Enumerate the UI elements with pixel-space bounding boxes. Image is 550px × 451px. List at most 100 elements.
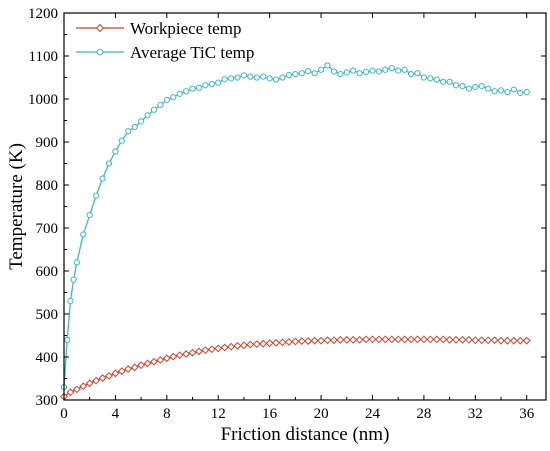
data-point-0-24: [214, 344, 223, 353]
data-point-1-30: [240, 72, 248, 79]
data-point-1-57: [414, 70, 421, 77]
data-point-0-7: [105, 372, 113, 380]
x-tick-label-3: 12: [211, 406, 226, 422]
x-tick-label-5: 20: [314, 406, 329, 422]
x-tick-label-9: 36: [519, 406, 535, 422]
data-point-0-22: [201, 346, 210, 355]
data-point-0-28: [240, 341, 248, 350]
data-point-0-31: [259, 339, 268, 348]
data-point-0-46: [355, 335, 364, 344]
data-point-0-61: [452, 335, 460, 344]
data-point-0-4: [85, 379, 94, 388]
data-point-0-36: [291, 337, 300, 346]
legend: Workpiece temp Average TiC temp: [76, 19, 254, 62]
data-point-0-33: [272, 338, 280, 347]
data-point-1-46: [343, 69, 350, 76]
data-point-0-21: [195, 347, 203, 356]
data-point-0-58: [432, 335, 441, 344]
data-point-0-69: [503, 336, 512, 345]
data-point-0-54: [407, 335, 415, 344]
data-point-1-16: [150, 106, 158, 113]
data-point-1-11: [118, 137, 125, 144]
data-point-1-69: [491, 88, 498, 95]
data-point-1-73: [517, 89, 524, 97]
data-point-0-12: [137, 361, 146, 370]
data-point-0-70: [509, 336, 518, 345]
data-point-1-10: [112, 148, 119, 155]
data-point-0-18: [175, 351, 184, 360]
data-point-1-28: [227, 75, 235, 82]
x-tick-label-0: 0: [60, 406, 68, 422]
y-tick-label-4: 700: [36, 221, 59, 237]
data-point-0-65: [477, 336, 486, 345]
data-point-1-43: [324, 62, 331, 69]
data-point-1-55: [401, 66, 408, 73]
data-point-0-49: [374, 335, 383, 344]
data-point-0-41: [323, 336, 332, 345]
y-tick-label-7: 1000: [28, 92, 58, 108]
data-point-1-33: [260, 73, 267, 80]
data-point-1-31: [247, 73, 254, 80]
data-point-0-35: [285, 338, 293, 346]
data-point-0-52: [394, 335, 403, 344]
data-point-1-5: [80, 231, 87, 238]
data-point-1-68: [485, 85, 492, 92]
data-point-1-17: [157, 101, 164, 109]
data-point-0-1: [66, 388, 75, 397]
data-point-0-51: [387, 335, 396, 344]
data-point-1-26: [215, 79, 222, 86]
data-point-0-72: [522, 336, 531, 345]
y-tick-label-2: 500: [36, 307, 59, 323]
data-point-1-22: [189, 85, 196, 92]
x-axis-label: Friction distance (nm): [221, 424, 390, 445]
data-point-1-47: [350, 67, 357, 74]
data-point-1-67: [478, 83, 485, 90]
data-point-0-6: [98, 374, 107, 382]
y-tick-label-9: 1200: [28, 6, 58, 22]
data-point-1-15: [144, 112, 151, 119]
data-point-0-62: [458, 335, 467, 344]
data-point-0-23: [207, 345, 216, 354]
data-point-1-60: [433, 76, 440, 83]
data-point-0-14: [150, 357, 158, 366]
data-point-0-42: [330, 336, 338, 345]
data-point-0-44: [342, 335, 351, 344]
data-point-1-27: [221, 76, 228, 83]
data-point-0-20: [188, 348, 197, 357]
data-point-0-11: [130, 363, 139, 372]
data-point-0-34: [278, 338, 287, 347]
data-point-1-74: [523, 89, 530, 96]
legend-label-1: Average TiC temp: [130, 43, 254, 62]
data-point-1-25: [208, 80, 215, 88]
data-point-1-9: [105, 160, 113, 167]
y-tick-label-8: 1100: [29, 49, 58, 65]
y-tick-label-0: 300: [36, 393, 59, 409]
data-point-0-45: [349, 335, 358, 344]
data-point-0-55: [413, 335, 422, 344]
data-point-1-4: [73, 259, 80, 266]
data-point-0-38: [304, 337, 313, 345]
data-point-1-3: [70, 276, 77, 283]
data-point-1-63: [452, 82, 460, 89]
data-point-0-56: [419, 335, 428, 344]
data-point-1-54: [395, 67, 402, 74]
data-point-1-34: [266, 75, 273, 82]
data-point-0-64: [471, 336, 480, 345]
data-point-0-15: [156, 356, 165, 364]
data-point-1-71: [504, 89, 511, 96]
data-point-0-9: [117, 367, 126, 376]
data-point-0-71: [516, 336, 525, 345]
data-point-1-72: [510, 86, 517, 93]
data-point-1-18: [163, 96, 170, 103]
data-point-1-56: [407, 70, 415, 78]
data-point-1-66: [472, 83, 479, 91]
data-point-0-30: [252, 340, 261, 349]
data-point-1-65: [465, 85, 472, 92]
data-point-1-61: [440, 78, 447, 85]
data-point-0-27: [233, 341, 242, 350]
data-point-1-14: [138, 118, 145, 125]
data-point-0-29: [246, 340, 255, 349]
data-point-0-8: [111, 369, 120, 378]
